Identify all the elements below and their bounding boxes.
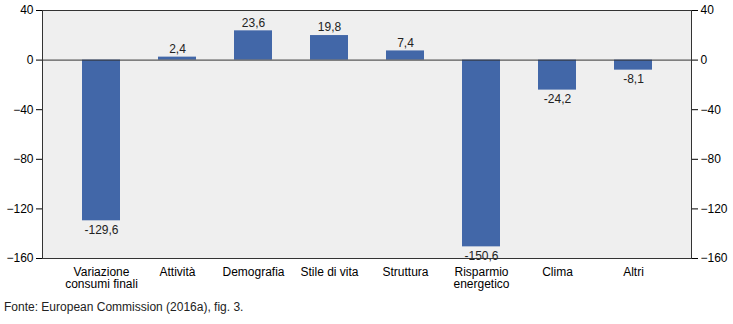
svg-text:2,4: 2,4: [169, 42, 186, 56]
svg-text:−80: −80: [13, 152, 34, 166]
svg-text:Demografia: Demografia: [222, 265, 284, 279]
svg-text:-150,6: -150,6: [464, 249, 498, 263]
html-text:Fonte: European Commission (20: Fonte: European Commission (2016a), fig.…: [4, 300, 244, 314]
svg-text:Variazioneconsumi finali: Variazioneconsumi finali: [65, 265, 138, 291]
svg-text:Attività: Attività: [159, 265, 195, 279]
svg-text:40: 40: [701, 3, 715, 17]
svg-text:−40: −40: [701, 103, 722, 117]
svg-text:−120: −120: [701, 202, 728, 216]
svg-text:Struttura: Struttura: [382, 265, 428, 279]
svg-text:Risparmioenergetico: Risparmioenergetico: [453, 265, 509, 291]
svg-text:-8,1: -8,1: [623, 72, 644, 86]
svg-text:−80: −80: [701, 152, 722, 166]
svg-text:40: 40: [20, 3, 34, 17]
svg-text:−40: −40: [13, 103, 34, 117]
svg-text:−160: −160: [6, 251, 33, 265]
svg-text:7,4: 7,4: [397, 36, 414, 50]
svg-text:19,8: 19,8: [318, 20, 342, 34]
svg-text:Altri: Altri: [623, 265, 644, 279]
svg-text:−160: −160: [701, 251, 728, 265]
svg-text:-24,2: -24,2: [544, 92, 572, 106]
svg-text:−120: −120: [6, 202, 33, 216]
svg-text:0: 0: [701, 53, 708, 67]
svg-text:Stile di vita: Stile di vita: [300, 265, 358, 279]
svg-text:0: 0: [27, 53, 34, 67]
svg-text:-129,6: -129,6: [84, 223, 118, 237]
svg-text:Clima: Clima: [542, 265, 573, 279]
svg-text:23,6: 23,6: [242, 16, 266, 30]
